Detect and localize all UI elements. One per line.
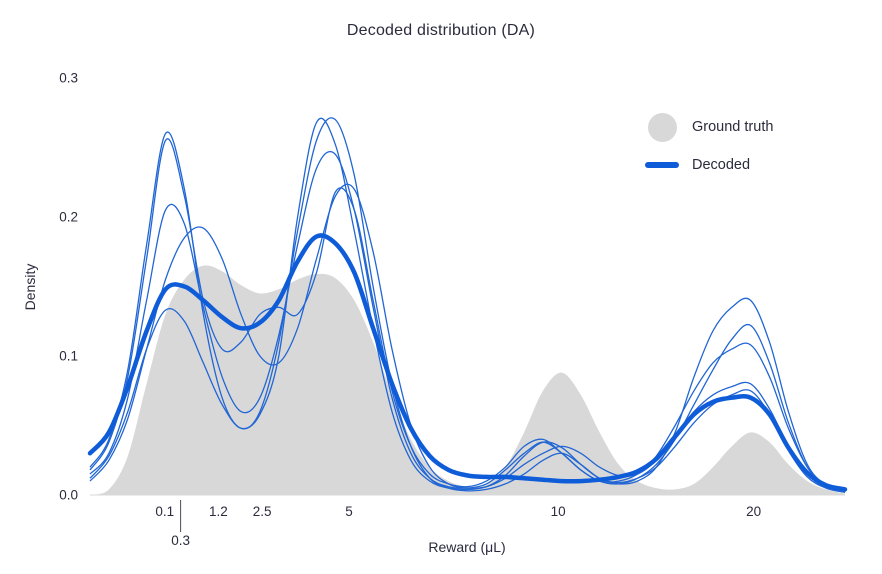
y-tick-label: 0.2 xyxy=(59,210,78,225)
ground-truth-swatch xyxy=(647,112,677,142)
ground-truth-area xyxy=(90,265,845,495)
x-tick-label: 2.5 xyxy=(253,504,272,519)
decoded-line xyxy=(87,233,848,492)
y-tick-label: 0.3 xyxy=(59,71,78,86)
legend-label-ground-truth: Ground truth xyxy=(692,119,774,135)
decoded-swatch xyxy=(645,162,679,168)
y-tick-label: 0.0 xyxy=(59,488,78,503)
decoded-sample-line xyxy=(89,138,846,493)
legend: Ground truth Decoded xyxy=(644,112,773,180)
decoded-sample-line xyxy=(89,150,846,493)
chart-title: Decoded distribution (DA) xyxy=(346,22,536,39)
y-axis-label: Density xyxy=(22,263,38,311)
decoded-sample-line xyxy=(89,183,846,493)
legend-item-decoded: Decoded xyxy=(644,150,773,180)
decoded-sample-line xyxy=(89,117,846,493)
x-tick-label: 20 xyxy=(746,504,761,519)
x-tick-label: 1.2 xyxy=(209,504,228,519)
x-tick-label: 10 xyxy=(551,504,566,519)
x-tick-label: 0.1 xyxy=(155,504,174,519)
x-axis-label: Reward (μL) xyxy=(428,539,506,555)
x-tick-label: 0.3 xyxy=(171,533,190,548)
x-tick-label: 5 xyxy=(345,504,353,519)
legend-item-ground-truth: Ground truth xyxy=(644,112,773,142)
y-tick-label: 0.1 xyxy=(59,349,78,364)
legend-label-decoded: Decoded xyxy=(692,157,751,173)
